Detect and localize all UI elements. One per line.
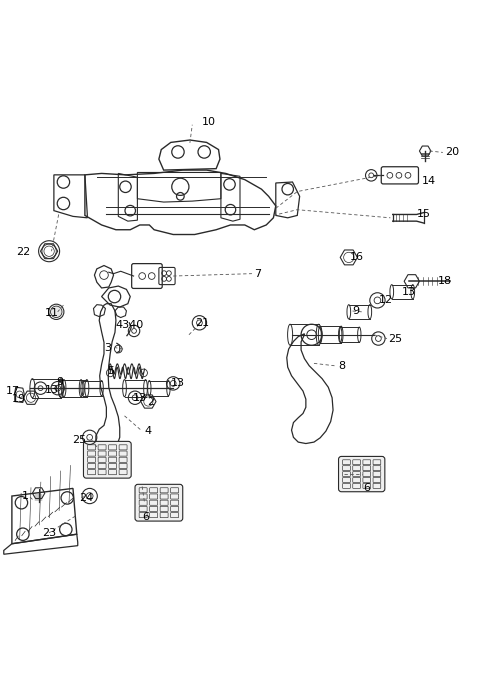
Text: 17: 17 [6,386,20,396]
Text: 12: 12 [378,295,393,306]
Text: 20: 20 [445,147,459,158]
Text: 25: 25 [72,435,86,445]
Text: 4: 4 [144,426,152,436]
Text: 13: 13 [171,378,185,388]
Text: 6: 6 [363,483,370,494]
FancyBboxPatch shape [338,456,385,492]
Text: 13: 13 [44,384,59,394]
Text: 13: 13 [132,392,146,403]
Text: 18: 18 [438,276,452,287]
Text: 16: 16 [350,253,364,262]
Text: 5: 5 [108,365,114,375]
Circle shape [50,306,62,318]
FancyBboxPatch shape [84,441,131,478]
Text: 4340: 4340 [116,320,144,330]
Text: 6: 6 [142,512,149,522]
Text: 19: 19 [12,394,26,404]
Text: 11: 11 [44,308,59,318]
Text: 10: 10 [202,117,216,128]
Text: 8: 8 [338,361,345,371]
Text: 3: 3 [104,343,111,352]
Text: 1: 1 [22,491,28,501]
Text: 24: 24 [79,493,93,503]
Text: 15: 15 [417,209,431,219]
Text: 22: 22 [16,247,30,257]
Text: 9: 9 [352,306,359,316]
Text: 14: 14 [421,176,435,185]
Text: 9: 9 [56,378,63,388]
Text: 23: 23 [42,528,56,538]
Text: 25: 25 [388,333,402,344]
FancyBboxPatch shape [135,484,183,521]
Text: 2: 2 [147,397,154,407]
Text: 7: 7 [254,269,262,278]
Text: 21: 21 [195,318,209,328]
Text: 13: 13 [402,287,416,297]
